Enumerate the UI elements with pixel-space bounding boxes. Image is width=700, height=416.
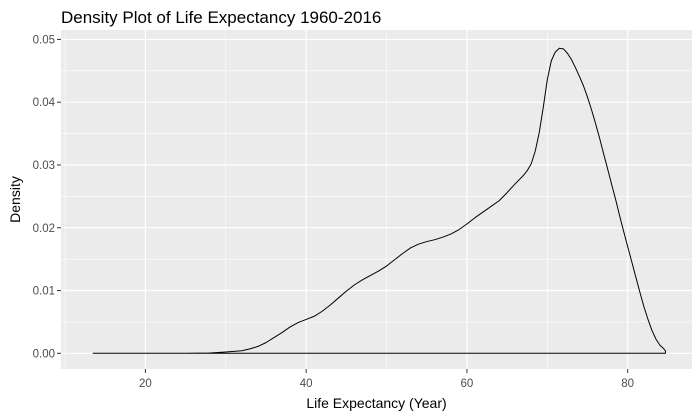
- plot-panel: [61, 30, 692, 369]
- y-tick-label: 0.04: [33, 97, 56, 109]
- y-axis: 0.00 0.01 0.02 0.03 0.04 0.05: [33, 34, 61, 360]
- y-tick-label: 0.05: [33, 34, 55, 46]
- x-tick-label: 40: [300, 378, 313, 390]
- x-tick-label: 20: [139, 378, 152, 390]
- chart-title: Density Plot of Life Expectancy 1960-201…: [61, 8, 381, 27]
- x-tick-label: 80: [621, 378, 634, 390]
- y-tick-label: 0.02: [33, 223, 55, 235]
- x-axis: 20 40 60 80: [139, 369, 634, 390]
- y-tick-label: 0.00: [33, 348, 55, 360]
- x-axis-title: Life Expectancy (Year): [306, 395, 446, 411]
- x-tick-label: 60: [461, 378, 474, 390]
- minor-gridlines: [61, 30, 692, 369]
- y-axis-title: Density: [7, 176, 23, 223]
- y-tick-label: 0.03: [33, 160, 55, 172]
- density-curve: [92, 47, 666, 354]
- density-series: [92, 47, 666, 354]
- y-tick-label: 0.01: [33, 286, 55, 298]
